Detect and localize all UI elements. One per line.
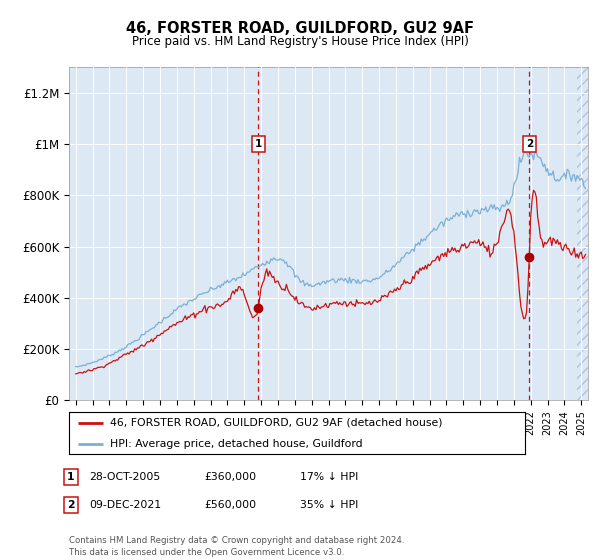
Text: 35% ↓ HPI: 35% ↓ HPI <box>300 500 358 510</box>
Text: 46, FORSTER ROAD, GUILDFORD, GU2 9AF (detached house): 46, FORSTER ROAD, GUILDFORD, GU2 9AF (de… <box>110 418 443 428</box>
Text: £360,000: £360,000 <box>204 472 256 482</box>
Text: 17% ↓ HPI: 17% ↓ HPI <box>300 472 358 482</box>
Text: 1: 1 <box>254 139 262 149</box>
Text: Contains HM Land Registry data © Crown copyright and database right 2024.
This d: Contains HM Land Registry data © Crown c… <box>69 536 404 557</box>
Text: Price paid vs. HM Land Registry's House Price Index (HPI): Price paid vs. HM Land Registry's House … <box>131 35 469 48</box>
Text: £560,000: £560,000 <box>204 500 256 510</box>
Text: HPI: Average price, detached house, Guildford: HPI: Average price, detached house, Guil… <box>110 438 362 449</box>
Text: 2: 2 <box>526 139 533 149</box>
Text: 09-DEC-2021: 09-DEC-2021 <box>89 500 161 510</box>
Text: 2: 2 <box>67 500 74 510</box>
Text: 28-OCT-2005: 28-OCT-2005 <box>89 472 160 482</box>
Text: 1: 1 <box>67 472 74 482</box>
Text: 46, FORSTER ROAD, GUILDFORD, GU2 9AF: 46, FORSTER ROAD, GUILDFORD, GU2 9AF <box>126 21 474 36</box>
